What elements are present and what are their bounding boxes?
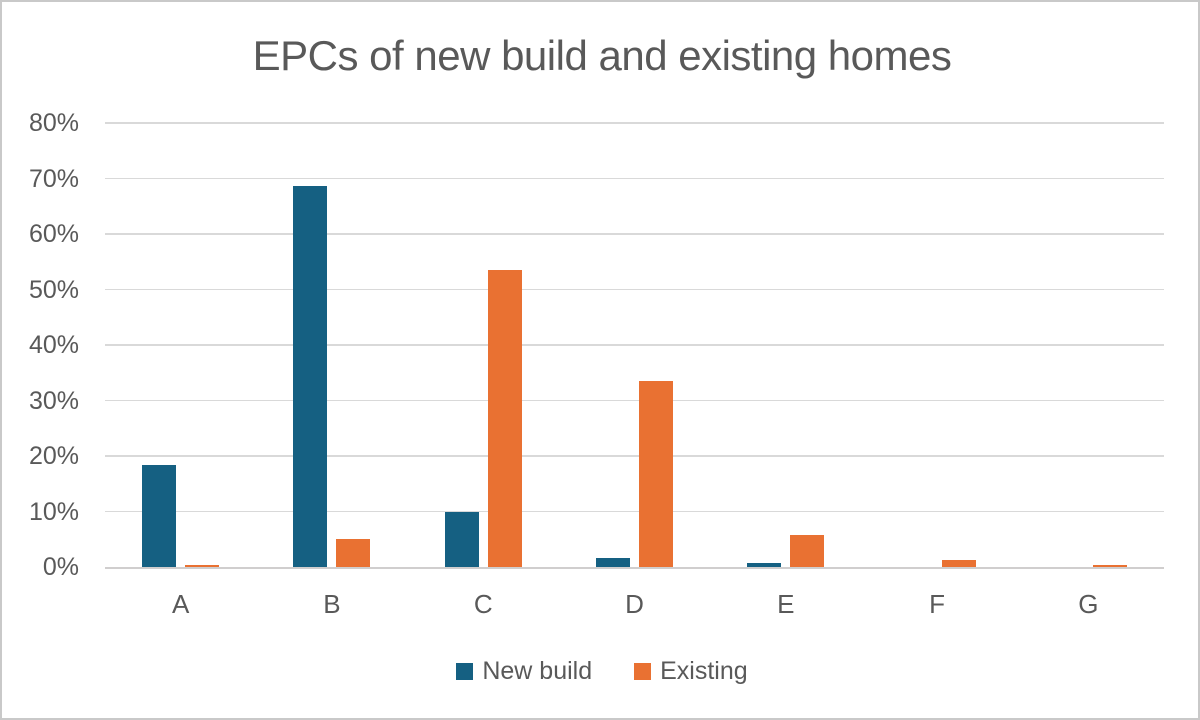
y-tick-label: 30%: [28, 386, 79, 415]
bar-new-build-b: [293, 186, 328, 567]
gridline: [105, 344, 1164, 346]
bar-new-build-a: [142, 464, 177, 567]
legend-item-new-build: New build: [456, 657, 592, 686]
x-axis-label: D: [625, 589, 644, 619]
y-tick-label: 50%: [28, 275, 79, 304]
x-axis-label: F: [929, 589, 945, 619]
bar-new-build-c: [444, 511, 479, 567]
legend: New build Existing: [2, 657, 1200, 686]
x-axis-label: A: [171, 589, 190, 619]
y-tick-label: 40%: [28, 331, 79, 359]
gridline: [105, 399, 1164, 402]
gridline: [105, 233, 1164, 235]
legend-label: Existing: [660, 657, 748, 685]
legend-label: New build: [482, 657, 593, 685]
bar-existing-c: [487, 270, 522, 567]
y-tick-label: 10%: [28, 497, 79, 526]
gridline: [105, 510, 1164, 513]
y-tick-label: 0%: [42, 553, 79, 581]
bar-new-build-d: [596, 557, 630, 567]
gridline: [105, 288, 1164, 291]
x-axis-label: B: [323, 589, 341, 619]
legend-swatch-new-build: [456, 663, 474, 680]
bar-existing-e: [790, 535, 825, 567]
bar-existing-b: [336, 538, 371, 567]
bar-existing-g: [1092, 564, 1127, 567]
y-tick-label: 70%: [28, 164, 79, 193]
legend-swatch-existing: [634, 663, 652, 680]
legend-item-existing: Existing: [634, 657, 748, 686]
x-axis-label: G: [1078, 589, 1099, 619]
gridline: [105, 455, 1164, 457]
gridline: [105, 177, 1164, 180]
y-tick-label: 20%: [28, 442, 79, 470]
x-axis-label: E: [777, 589, 795, 619]
chart-title: EPCs of new build and existing homes: [252, 32, 952, 79]
bar-new-build-e: [747, 562, 782, 567]
y-tick-label: 80%: [28, 109, 79, 137]
plot-area: [105, 122, 1164, 569]
bar-existing-f: [941, 559, 976, 567]
y-tick-label: 60%: [28, 220, 79, 248]
gridline: [105, 122, 1164, 124]
x-axis-label: C: [473, 589, 493, 619]
bar-existing-a: [185, 564, 220, 567]
bar-existing-d: [639, 380, 673, 567]
